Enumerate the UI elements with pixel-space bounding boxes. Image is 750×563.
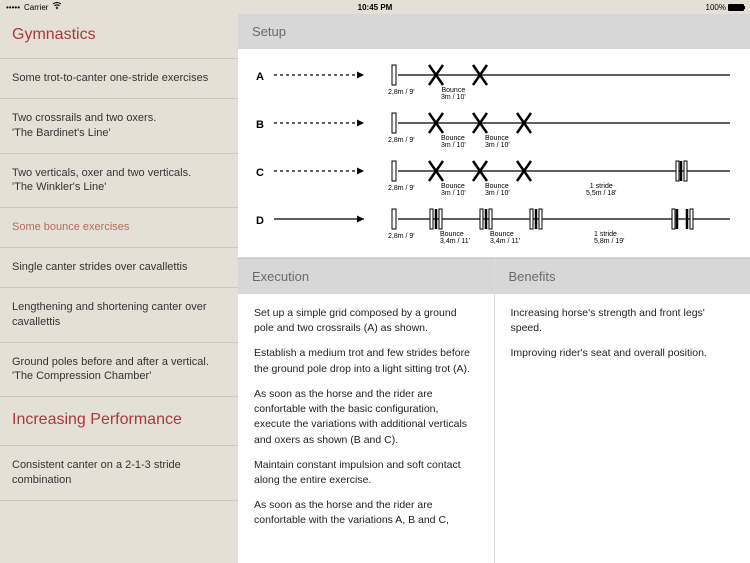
sidebar-item-compression[interactable]: Ground poles before and after a vertical… [0,343,238,398]
row-label: B [256,119,264,131]
sidebar-item-label: Two crossrails and two oxers. 'The Bardi… [12,112,156,139]
battery-icon [728,4,744,11]
sidebar-item-trot-canter[interactable]: Some trot-to-canter one-stride exercises [0,59,238,99]
meas-label: 2,8m / 9' [388,137,415,144]
status-bar: ••••• Carrier 10:45 PM 100% [0,0,750,14]
benefits-column: Benefits Increasing horse's strength and… [494,258,750,563]
diagram-row-a: A 2,8m / 9' Bounce 3m / 10' [256,59,732,107]
sidebar-item-label: Lengthening and shortening canter over c… [12,301,206,328]
execution-column: Execution Set up a simple grid composed … [238,258,494,563]
sidebar-item-label: Some trot-to-canter one-stride exercises [12,72,208,84]
sidebar-item-single-canter[interactable]: Single canter strides over cavallettis [0,248,238,288]
row-label: D [256,215,264,227]
meas-label: 2,8m / 9' [388,233,415,240]
battery-indicator: 100% [706,3,744,12]
sidebar: Gymnastics Some trot-to-canter one-strid… [0,14,238,563]
detail-columns: Execution Set up a simple grid composed … [238,258,750,563]
execution-para: Maintain constant impulsion and soft con… [254,458,478,488]
signal-icon: ••••• [6,3,20,12]
wifi-icon [52,2,62,12]
sidebar-item-label: Consistent canter on a 2-1-3 stride comb… [12,459,181,486]
status-time: 10:45 PM [358,3,393,12]
meas-label: 1 stride 5,8m / 19' [594,231,625,245]
sidebar-item-label: Single canter strides over cavallettis [12,261,187,273]
meas-label: 1 stride 5,5m / 18' [586,183,617,197]
sidebar-item-label: Ground poles before and after a vertical… [12,356,209,383]
diagram-row-c: C 2,8m / 9' Bounce 3m / 10' Bounce 3m / … [256,155,732,203]
sidebar-item-winkler[interactable]: Two verticals, oxer and two verticals. '… [0,154,238,209]
row-label: C [256,167,264,179]
meas-label: Bounce 3m / 10' [441,183,466,197]
battery-label: 100% [706,3,726,12]
execution-para: Establish a medium trot and few strides … [254,346,478,376]
sidebar-section-gymnastics: Gymnastics [0,14,238,59]
meas-label: Bounce 3m / 10' [441,87,466,101]
sidebar-item-bardinet[interactable]: Two crossrails and two oxers. 'The Bardi… [0,99,238,154]
meas-label: Bounce 3,4m / 11' [490,231,520,245]
meas-label: 2,8m / 9' [388,89,415,96]
benefits-header: Benefits [495,258,750,294]
row-svg [274,59,734,107]
sidebar-item-lengthen-shorten[interactable]: Lengthening and shortening canter over c… [0,288,238,343]
execution-para: As soon as the horse and the rider are c… [254,498,478,528]
execution-para: As soon as the horse and the rider are c… [254,387,478,448]
execution-body: Set up a simple grid composed by a groun… [238,294,494,551]
sidebar-section-performance: Increasing Performance [0,397,238,446]
meas-label: Bounce 3m / 10' [441,135,466,149]
sidebar-item-bounce[interactable]: Some bounce exercises [0,208,238,248]
benefits-para: Improving rider's seat and overall posit… [511,346,735,361]
sidebar-item-consistent-canter[interactable]: Consistent canter on a 2-1-3 stride comb… [0,446,238,501]
setup-header: Setup [238,14,750,49]
sidebar-item-label: Two verticals, oxer and two verticals. '… [12,167,191,194]
meas-label: Bounce 3m / 10' [485,183,510,197]
main-content: Setup A 2,8m / 9' Bounce 3m / 10' [238,14,750,563]
meas-label: Bounce 3m / 10' [485,135,510,149]
sidebar-item-label: Some bounce exercises [12,221,129,233]
benefits-body: Increasing horse's strength and front le… [495,294,750,384]
carrier-label: Carrier [24,3,48,12]
diagram-row-b: B 2,8m / 9' Bounce 3m / 10' Bounce 3m / … [256,107,732,155]
diagram-row-d: D 2,8m / 9' [256,203,732,251]
setup-diagram: A 2,8m / 9' Bounce 3m / 10' B [238,49,750,258]
row-label: A [256,71,264,83]
benefits-para: Increasing horse's strength and front le… [511,306,735,336]
execution-header: Execution [238,258,494,294]
meas-label: Bounce 3,4m / 11' [440,231,470,245]
meas-label: 2,8m / 9' [388,185,415,192]
execution-para: Set up a simple grid composed by a groun… [254,306,478,336]
